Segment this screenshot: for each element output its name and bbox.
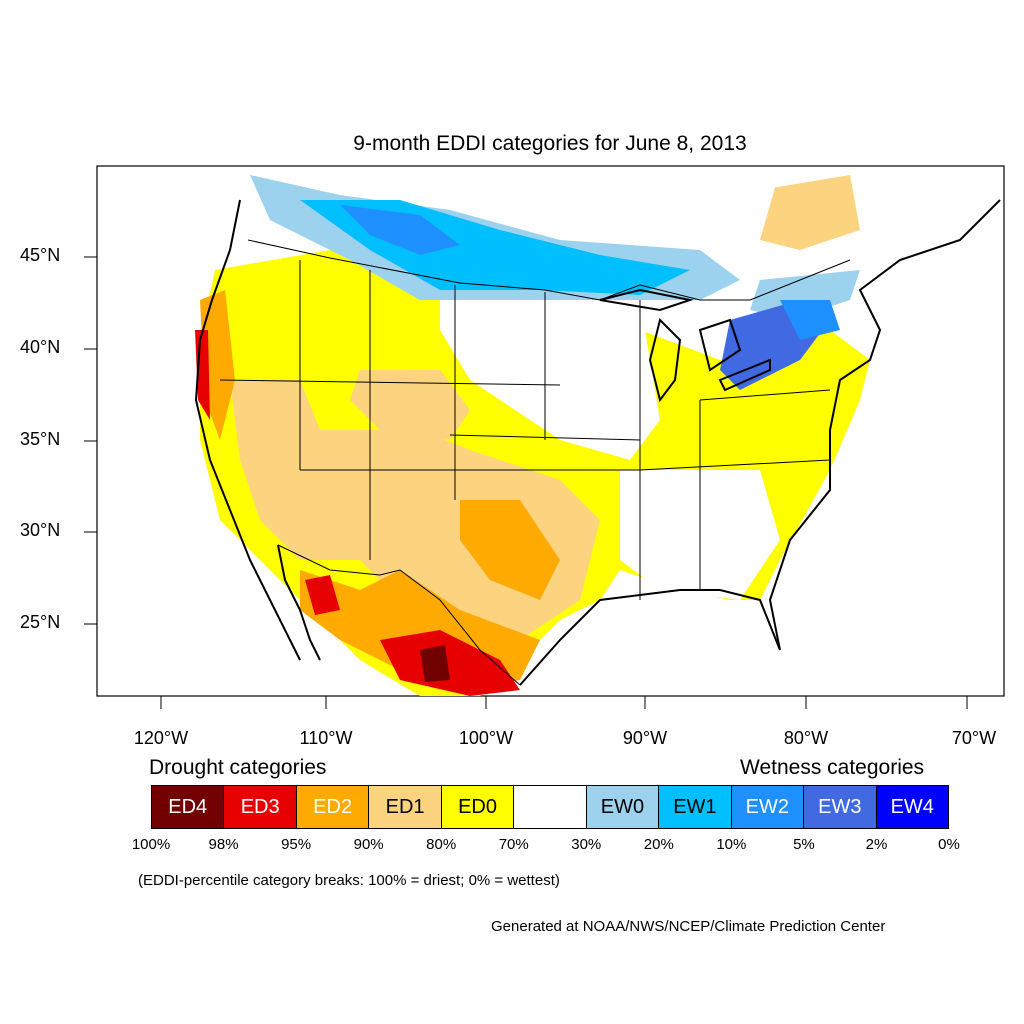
legend-box-ew3: EW3 xyxy=(804,786,877,828)
legend-box-ed1: ED1 xyxy=(369,786,442,828)
legend-box-ed3: ED3 xyxy=(224,786,297,828)
lat-label-35: 35°N xyxy=(20,429,61,449)
percent-break-label: 20% xyxy=(643,836,674,853)
legend-box-ew2: EW2 xyxy=(731,786,805,828)
legend-box-ew1: EW1 xyxy=(659,786,732,828)
eddi-map xyxy=(84,165,1005,709)
map-title: 9-month EDDI categories for June 8, 2013 xyxy=(353,132,747,155)
legend-box-ew0: EW0 xyxy=(586,786,660,828)
gulf-coast xyxy=(519,589,781,686)
lon-label-110: 110°W xyxy=(299,728,353,748)
boundaries xyxy=(219,239,851,686)
region-neutral-plains xyxy=(440,280,660,460)
lon-label-80: 80°W xyxy=(783,728,829,748)
state-line-10 xyxy=(639,459,831,471)
credit-line: Generated at NOAA/NWS/NCEP/Climate Predi… xyxy=(491,918,886,935)
percent-break-label: 2% xyxy=(865,836,888,853)
state-line-11 xyxy=(699,389,831,401)
lake-huron xyxy=(698,318,742,372)
baja-coast xyxy=(277,544,321,661)
legend-box-ed2: ED2 xyxy=(296,786,370,828)
percent-break-label: 70% xyxy=(498,836,529,853)
region-ew2-lakes xyxy=(780,300,840,340)
coastlines xyxy=(194,199,1001,686)
category-note: (EDDI-percentile category breaks: 100% =… xyxy=(138,872,560,889)
axis-ticks xyxy=(84,256,968,709)
drought-heading: Drought categories xyxy=(149,756,327,779)
region-ed3-sonora xyxy=(305,575,340,615)
lake-superior xyxy=(599,288,694,312)
percent-break-label: 0% xyxy=(938,836,960,853)
region-ed3-mexico xyxy=(380,630,520,696)
east-coast xyxy=(768,199,1001,651)
percent-break-label: 10% xyxy=(716,836,747,853)
region-ew2-north xyxy=(340,205,460,255)
lat-label-40: 40°N xyxy=(20,337,61,357)
lat-label-45: 45°N xyxy=(20,245,61,265)
percent-break-label: 95% xyxy=(281,836,312,853)
wetness-heading: Wetness categories xyxy=(740,756,925,779)
region-ed2-texas xyxy=(460,500,560,600)
legend-bar: ED4 ED3 ED2 ED1 ED0 EW0 EW1 EW2 EW3 EW4 xyxy=(151,785,949,829)
lake-erie xyxy=(718,358,771,392)
lon-label-100: 100°W xyxy=(458,728,514,748)
lat-label-30: 30°N xyxy=(20,520,61,540)
region-ed1-northeast xyxy=(760,175,860,250)
lat-label-25: 25°N xyxy=(20,612,61,632)
west-coast xyxy=(194,199,301,661)
category-regions xyxy=(195,170,870,696)
region-ed1-rockies xyxy=(350,370,470,440)
lon-label-90: 90°W xyxy=(622,728,668,748)
percent-break-label: 90% xyxy=(353,836,384,853)
legend-box-ed4: ED4 xyxy=(152,786,225,828)
percent-break-label: 30% xyxy=(571,836,602,853)
legend-box-ew4: EW4 xyxy=(876,786,948,828)
lon-label-70: 70°W xyxy=(951,728,997,748)
legend-box-ed0: ED0 xyxy=(441,786,515,828)
lake-michigan xyxy=(648,318,682,403)
legend-box-neutral xyxy=(514,786,587,828)
region-ed4-mexico xyxy=(420,645,450,682)
us-canada-border xyxy=(247,239,851,301)
state-line-5 xyxy=(219,379,561,386)
percent-break-label: 5% xyxy=(793,836,815,853)
percent-break-label: 100% xyxy=(131,836,171,853)
percent-break-label: 98% xyxy=(208,836,239,853)
percent-break-label: 80% xyxy=(426,836,457,853)
state-line-7 xyxy=(449,434,641,441)
lon-label-120: 120°W xyxy=(133,728,189,748)
us-mexico-border xyxy=(277,544,521,686)
